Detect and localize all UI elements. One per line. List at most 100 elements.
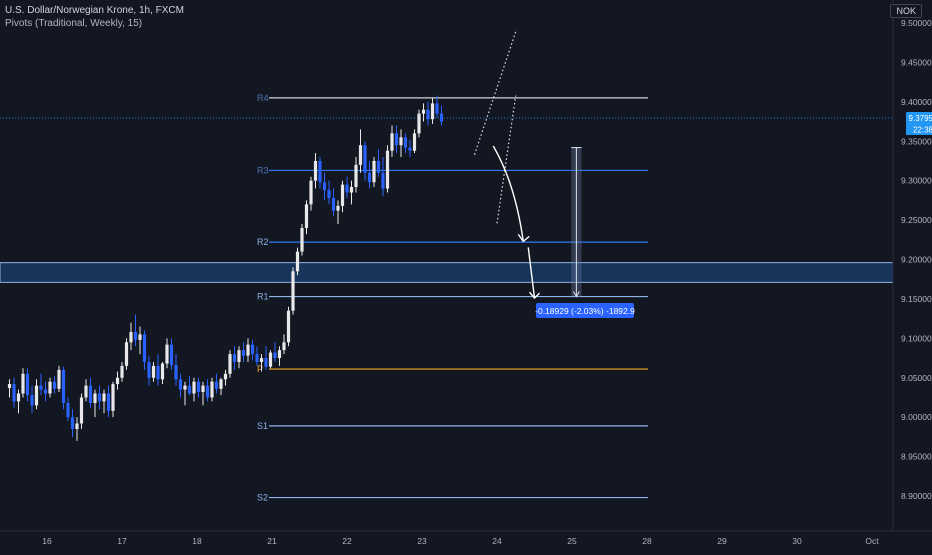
- candle-body: [52, 381, 57, 389]
- candle-body: [421, 109, 426, 114]
- candle-body: [381, 172, 385, 189]
- candle-body: [385, 150, 390, 189]
- pivot-label-r2: R2: [257, 237, 269, 247]
- candle-body: [264, 358, 268, 367]
- price-tick-label: 9.05000: [901, 373, 932, 383]
- candle-body: [61, 369, 66, 403]
- candle-body: [120, 365, 124, 378]
- price-tick-label: 9.45000: [901, 57, 932, 67]
- candle-body: [93, 393, 97, 403]
- channel-lower-line[interactable]: [496, 95, 517, 224]
- candle-body: [174, 365, 178, 380]
- candle-body: [43, 389, 48, 394]
- candle-body: [133, 332, 138, 340]
- pivot-label-r1: R1: [257, 292, 269, 302]
- candle-body: [426, 109, 430, 120]
- candle-body: [412, 133, 417, 151]
- candle-body: [34, 385, 39, 406]
- time-tick-label: 29: [717, 536, 727, 546]
- candle-body: [142, 334, 147, 362]
- candle-body: [354, 164, 358, 187]
- candle-body: [291, 271, 295, 311]
- candle-body: [178, 379, 183, 390]
- measure-label-box: [536, 303, 634, 318]
- candle-body: [255, 354, 259, 362]
- price-tick-label: 8.90000: [901, 491, 932, 501]
- projection-arrow-1[interactable]: [492, 145, 524, 242]
- candle-body: [250, 344, 255, 355]
- candle-body: [183, 385, 187, 390]
- candle-body: [331, 198, 336, 211]
- price-tick-label: 9.50000: [901, 18, 932, 28]
- candle-body: [327, 190, 331, 199]
- candle-body: [273, 352, 277, 359]
- candle-body: [196, 381, 201, 392]
- time-tick-label: 28: [642, 536, 652, 546]
- current-price-tag: [906, 111, 932, 124]
- candle-body: [345, 184, 349, 193]
- channel-upper-line[interactable]: [473, 31, 517, 155]
- candle-body: [241, 350, 246, 356]
- candle-body: [7, 384, 12, 388]
- candle-body: [367, 172, 372, 183]
- candle-body: [48, 381, 52, 394]
- candle-body: [147, 361, 151, 378]
- candle-body: [30, 395, 34, 406]
- candle-body: [169, 344, 174, 366]
- candle-body: [39, 385, 43, 390]
- time-tick-label: 22: [342, 536, 352, 546]
- candle-body: [223, 373, 228, 380]
- candle-body: [268, 352, 273, 367]
- candle-body: [16, 393, 21, 402]
- candle-body: [106, 393, 111, 411]
- time-tick-label: 21: [267, 536, 277, 546]
- candle-body: [201, 385, 205, 392]
- price-tick-label: 9.00000: [901, 412, 932, 422]
- candle-body: [214, 381, 219, 389]
- currency-badge: NOK: [890, 4, 922, 18]
- candle-body: [192, 381, 196, 394]
- price-axis[interactable]: [893, 0, 932, 550]
- candle-body: [165, 344, 169, 364]
- candle-body: [336, 205, 340, 211]
- candle-body: [300, 227, 304, 252]
- candle-body: [75, 423, 79, 429]
- time-tick-label: 23: [417, 536, 427, 546]
- candle-body: [439, 113, 444, 122]
- candle-body: [408, 147, 412, 151]
- projection-arrow-2[interactable]: [527, 247, 536, 299]
- countdown-tag: [906, 123, 932, 135]
- candle-body: [88, 385, 93, 403]
- candle-body: [372, 160, 376, 183]
- candle-body: [129, 332, 133, 343]
- pivot-label-s1: S1: [257, 421, 268, 431]
- price-tick-label: 9.10000: [901, 333, 932, 343]
- candle-body: [322, 182, 327, 191]
- candle-body: [219, 379, 223, 389]
- price-tick-label: 9.35000: [901, 136, 932, 146]
- candle-body: [25, 373, 30, 396]
- time-tick-label: 24: [492, 536, 502, 546]
- candle-body: [115, 377, 120, 385]
- candle-body: [277, 350, 282, 359]
- pivot-label-r3: R3: [257, 165, 269, 175]
- candle-body: [84, 385, 88, 398]
- candle-body: [232, 354, 237, 362]
- candle-body: [399, 137, 403, 146]
- candle-body: [151, 365, 156, 378]
- support-zone[interactable]: [0, 262, 894, 283]
- candle-body: [111, 384, 115, 411]
- candle-body: [237, 350, 241, 362]
- candle-body: [228, 354, 232, 374]
- candle-body: [363, 145, 367, 173]
- candle-body: [187, 385, 192, 394]
- indicator-legend[interactable]: Pivots (Traditional, Weekly, 15): [5, 18, 143, 29]
- time-axis[interactable]: [0, 531, 932, 550]
- measure-label: -0.18929 (-2.03%) -1892.9: [535, 306, 635, 316]
- candle-body: [138, 334, 142, 340]
- symbol-title[interactable]: U.S. Dollar/Norwegian Krone, 1h, FXCM: [5, 5, 184, 16]
- time-tick-label: 18: [192, 536, 202, 546]
- candle-body: [417, 113, 421, 134]
